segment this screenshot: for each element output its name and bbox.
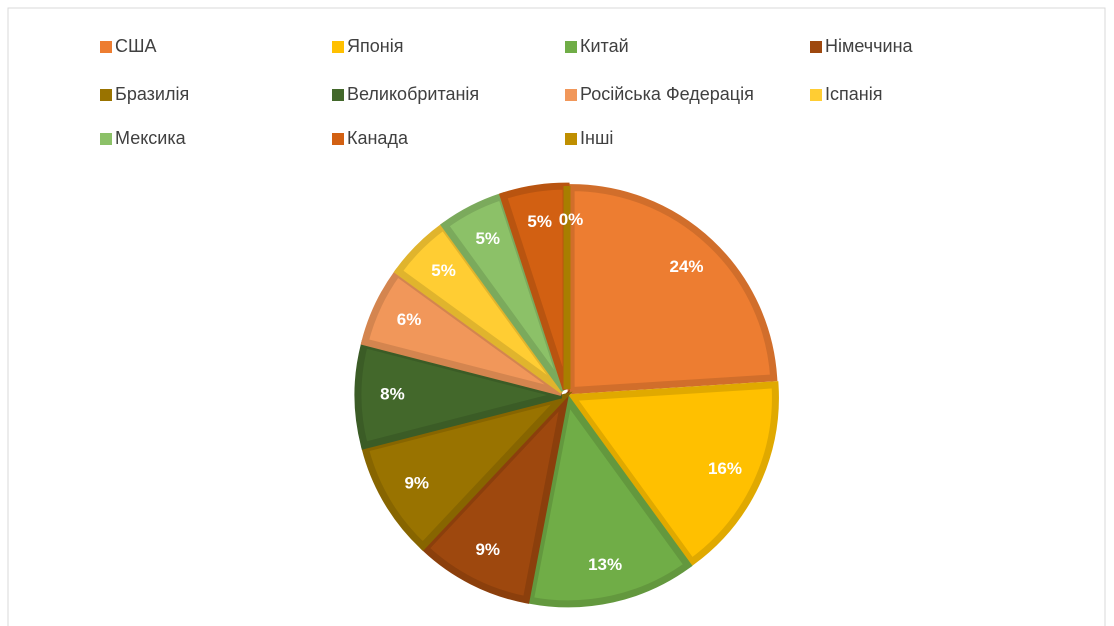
data-label: 16% <box>708 459 742 478</box>
legend-swatch <box>565 133 577 145</box>
data-label: 6% <box>397 310 422 329</box>
legend-swatch <box>332 41 344 53</box>
data-label: 24% <box>669 257 703 276</box>
pie-slice <box>565 381 779 567</box>
legend-label: Великобританія <box>347 84 479 104</box>
pie-slice <box>567 184 778 395</box>
legend-label: Інші <box>580 128 613 148</box>
data-label: 0% <box>559 210 584 229</box>
legend-label: Канада <box>347 128 409 148</box>
legend-swatch <box>810 41 822 53</box>
legend-label: Китай <box>580 36 629 56</box>
legend-swatch <box>100 133 112 145</box>
legend-label: Мексика <box>115 128 187 148</box>
data-label: 5% <box>431 261 456 280</box>
legend-swatch <box>100 89 112 101</box>
pie-slice <box>354 340 562 450</box>
data-label: 9% <box>404 473 429 492</box>
legend-swatch <box>100 41 112 53</box>
pie-slice <box>526 392 693 608</box>
data-label: 13% <box>588 555 622 574</box>
data-label: 5% <box>527 212 552 231</box>
legend-label: Бразилія <box>115 84 189 104</box>
legend-swatch <box>332 133 344 145</box>
legend-swatch <box>565 89 577 101</box>
legend-label: Німеччина <box>825 36 914 56</box>
legend-label: Іспанія <box>825 84 882 104</box>
chart-border <box>7 7 1106 626</box>
legend-label: Японія <box>347 36 403 56</box>
legend-label: США <box>115 36 157 56</box>
pie-slice <box>420 389 570 604</box>
legend-swatch <box>810 89 822 101</box>
data-label: 8% <box>380 384 405 403</box>
legend-label: Російська Федерація <box>580 84 754 104</box>
legend-swatch <box>565 41 577 53</box>
legend-swatch <box>332 89 344 101</box>
pie-slice <box>360 391 573 551</box>
data-label: 5% <box>475 229 500 248</box>
data-label: 9% <box>475 540 500 559</box>
